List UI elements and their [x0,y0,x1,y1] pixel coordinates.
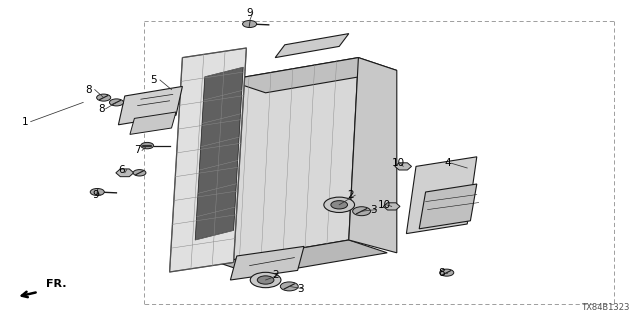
Circle shape [141,142,154,149]
Polygon shape [230,246,304,280]
Circle shape [90,188,104,196]
Polygon shape [227,58,397,93]
Polygon shape [218,240,387,275]
Text: 6: 6 [118,164,125,175]
Circle shape [250,272,281,288]
Circle shape [133,170,146,176]
Polygon shape [118,86,182,125]
Text: 10: 10 [392,158,404,168]
Polygon shape [395,163,412,170]
Text: 8: 8 [438,268,445,278]
Polygon shape [406,157,477,234]
Circle shape [243,20,257,28]
Circle shape [331,201,348,209]
Polygon shape [419,184,477,229]
Polygon shape [170,48,246,272]
Circle shape [97,94,111,101]
Text: 10: 10 [378,200,390,210]
Text: 3: 3 [298,284,304,294]
Polygon shape [349,58,397,253]
Text: FR.: FR. [46,279,67,289]
Circle shape [109,99,124,106]
Circle shape [440,269,454,276]
Circle shape [257,276,274,284]
Polygon shape [130,112,176,134]
Polygon shape [383,203,400,210]
Text: 1: 1 [22,116,29,127]
Polygon shape [195,67,243,240]
Polygon shape [275,34,349,58]
Text: 4: 4 [445,158,451,168]
Text: 2: 2 [348,190,354,200]
Text: 8: 8 [85,84,92,95]
Circle shape [324,197,355,212]
Text: 9: 9 [93,190,99,200]
Polygon shape [218,58,358,262]
Text: 5: 5 [150,75,157,85]
Circle shape [353,207,371,216]
Text: 2: 2 [272,270,278,280]
Text: TX84B1323: TX84B1323 [582,303,630,312]
Text: 9: 9 [246,8,253,18]
Text: 7: 7 [134,145,141,156]
Polygon shape [116,169,134,177]
Text: 3: 3 [370,204,376,215]
Circle shape [280,282,298,291]
Text: 8: 8 [98,104,104,114]
